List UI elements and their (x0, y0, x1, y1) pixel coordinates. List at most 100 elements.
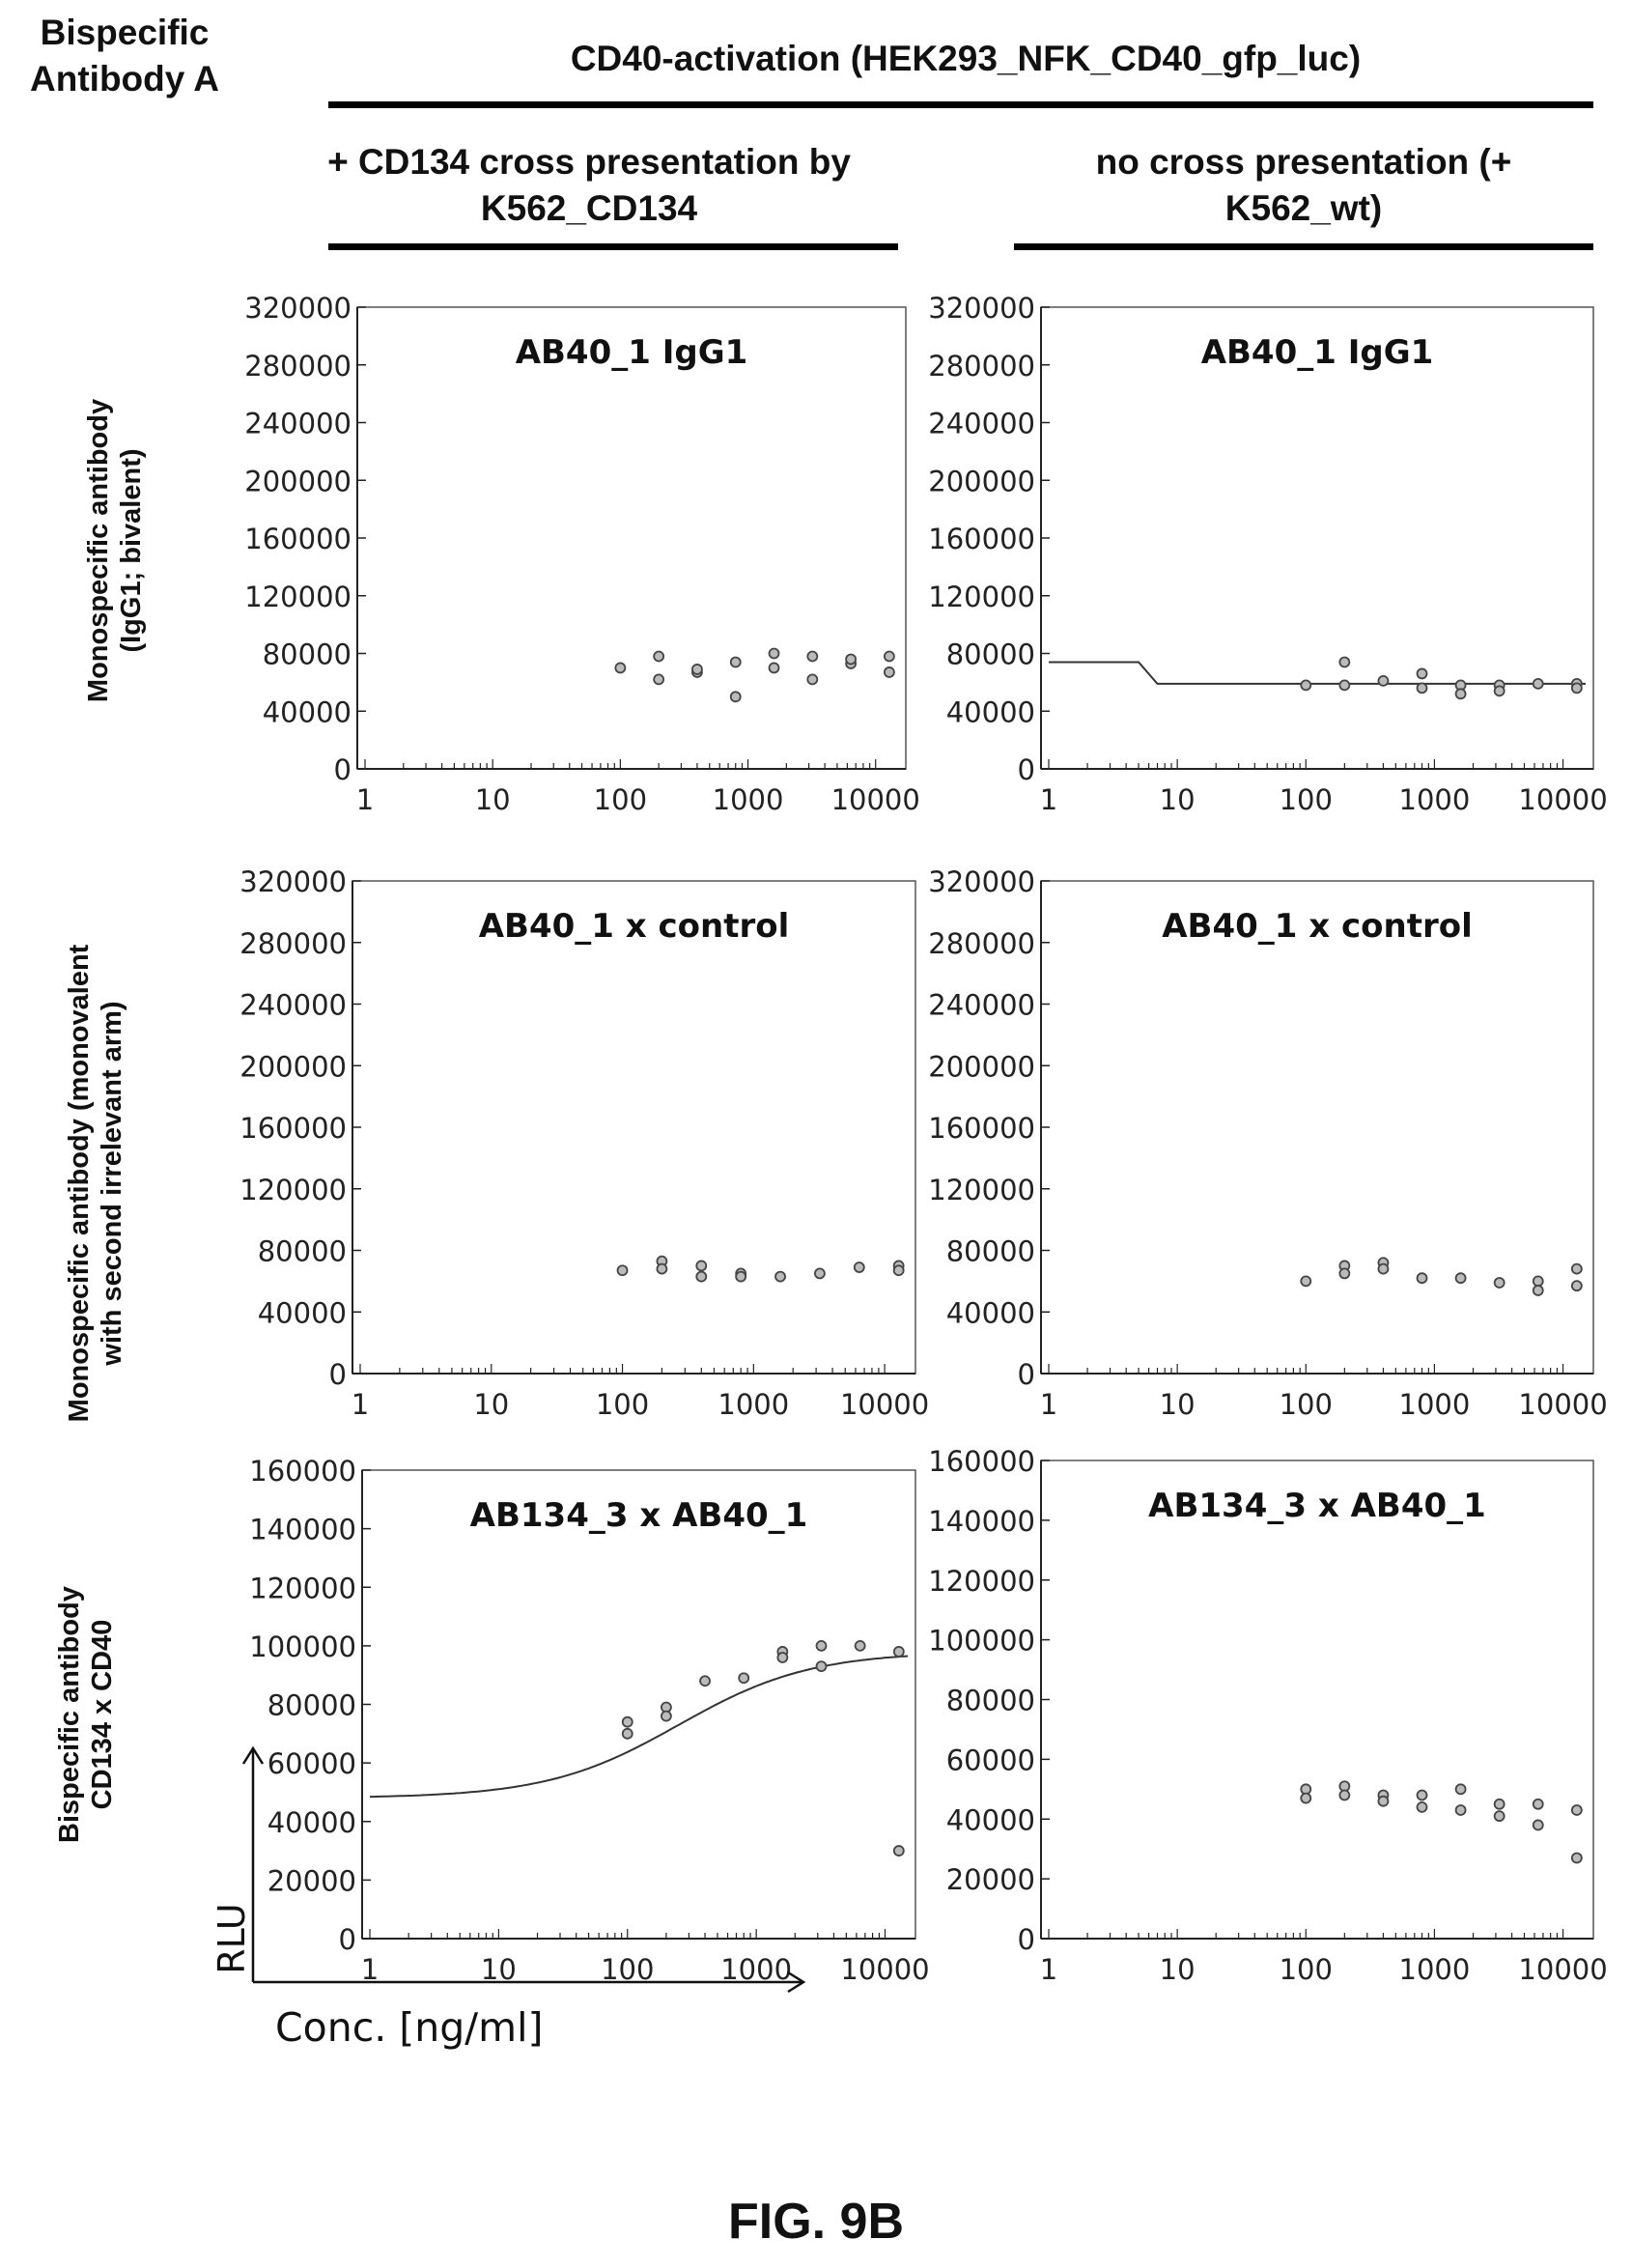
data-point (1454, 1783, 1467, 1796)
data-point (616, 1264, 629, 1277)
x-tick-label: 10 (481, 1953, 517, 1986)
x-tick-label: 1 (352, 1388, 369, 1421)
y-tick-label: 140000 (928, 1505, 1035, 1538)
x-tick-label: 100 (1280, 783, 1333, 816)
x-tick-label: 10000 (831, 783, 920, 816)
data-point (1532, 1798, 1544, 1810)
x-tick-label: 10 (1160, 1953, 1196, 1986)
x-tick-label: 10 (475, 783, 511, 816)
data-point (729, 691, 742, 703)
data-point (699, 1675, 711, 1687)
y-tick-label: 80000 (946, 1685, 1035, 1717)
y-tick-label: 240000 (239, 989, 347, 1022)
y-tick-label: 0 (339, 1923, 356, 1956)
data-point (653, 650, 665, 663)
x-tick-label: 1 (356, 783, 374, 816)
data-point (814, 1267, 826, 1280)
y-tick-label: 200000 (928, 465, 1035, 497)
data-point (1454, 1272, 1467, 1285)
x-tick-label: 10000 (1518, 1388, 1607, 1421)
data-point (768, 662, 780, 674)
data-point (1532, 677, 1544, 690)
y-tick-label: 320000 (239, 865, 347, 898)
x-tick-label: 100 (596, 1388, 649, 1421)
data-point (695, 1270, 708, 1283)
y-tick-label: 320000 (928, 865, 1035, 898)
y-tick-label: 60000 (946, 1744, 1035, 1776)
data-point (1300, 679, 1312, 692)
y-tick-label: 80000 (946, 638, 1035, 671)
y-tick-label: 200000 (244, 465, 352, 497)
y-tick-label: 120000 (239, 1174, 347, 1206)
data-point (1300, 1792, 1312, 1804)
data-point (653, 673, 665, 686)
y-tick-label: 80000 (946, 1235, 1035, 1268)
y-tick-label: 160000 (239, 1112, 347, 1145)
x-tick-label: 1000 (718, 1388, 789, 1421)
y-tick-label: 120000 (928, 1174, 1035, 1206)
data-point (774, 1270, 786, 1283)
y-tick-label: 240000 (244, 408, 352, 440)
data-point (691, 664, 703, 675)
data-point (1532, 1819, 1544, 1831)
y-tick-label: 0 (1018, 1358, 1035, 1391)
data-point (1570, 1852, 1583, 1864)
y-tick-label: 0 (1018, 753, 1035, 786)
x-tick-label: 10000 (1518, 783, 1607, 816)
y-tick-label: 280000 (244, 350, 352, 383)
y-tick-label: 100000 (249, 1630, 356, 1663)
data-point (1532, 1285, 1544, 1296)
data-point (1338, 679, 1351, 692)
data-point (883, 666, 895, 678)
x-axis-unit-label: Conc. [ng/ml] (275, 2004, 544, 2051)
data-point (1416, 1800, 1428, 1813)
x-tick-label: 10 (1160, 1388, 1196, 1421)
y-tick-label: 40000 (263, 695, 352, 728)
x-tick-label: 10000 (840, 1953, 929, 1986)
bispecific-antibody-label: Bispecific Antibody A (30, 13, 219, 99)
y-tick-label: 40000 (946, 695, 1035, 728)
y-tick-label: 80000 (267, 1689, 356, 1722)
data-point (806, 650, 819, 663)
x-tick-label: 10000 (840, 1388, 929, 1421)
data-point (1454, 1804, 1467, 1816)
x-tick-label: 10000 (1518, 1953, 1607, 1986)
data-point (892, 1845, 905, 1857)
column-header-right: no cross presentation (+ K562_wt) (1095, 142, 1512, 228)
data-point (621, 1727, 633, 1740)
y-tick-label: 40000 (946, 1296, 1035, 1329)
y-tick-label: 80000 (263, 638, 352, 671)
data-point (1416, 1789, 1428, 1801)
fit-curve (1049, 661, 1586, 685)
y-tick-label: 120000 (244, 581, 352, 613)
chart-title: AB134_3 x AB40_1 (470, 1496, 808, 1535)
y-tick-label: 320000 (244, 292, 352, 325)
x-tick-label: 1000 (1399, 1953, 1471, 1986)
y-tick-label: 20000 (946, 1863, 1035, 1896)
data-point (768, 647, 780, 660)
y-tick-label: 160000 (928, 1112, 1035, 1145)
y-tick-label: 120000 (928, 1565, 1035, 1598)
data-point (1493, 1810, 1505, 1823)
figure-label: FIG. 9B (727, 2194, 905, 2250)
data-point (1570, 1804, 1583, 1816)
data-point (738, 1672, 750, 1685)
data-point (854, 1639, 866, 1652)
y-tick-label: 320000 (928, 292, 1035, 325)
x-tick-label: 10 (473, 1388, 509, 1421)
y-tick-label: 120000 (928, 581, 1035, 613)
data-point (1493, 685, 1505, 697)
chart-title: AB40_1 x control (479, 907, 790, 946)
x-tick-label: 100 (1280, 1388, 1333, 1421)
x-tick-label: 1 (1040, 783, 1057, 816)
data-point (1377, 1795, 1390, 1807)
y-tick-label: 160000 (244, 523, 352, 555)
data-point (661, 1710, 672, 1722)
y-tick-label: 160000 (928, 523, 1035, 555)
y-tick-label: 160000 (249, 1455, 356, 1488)
data-point (621, 1715, 633, 1728)
x-tick-label: 1000 (720, 1953, 792, 1986)
x-tick-label: 1 (1040, 1388, 1057, 1421)
y-tick-label: 200000 (239, 1050, 347, 1083)
